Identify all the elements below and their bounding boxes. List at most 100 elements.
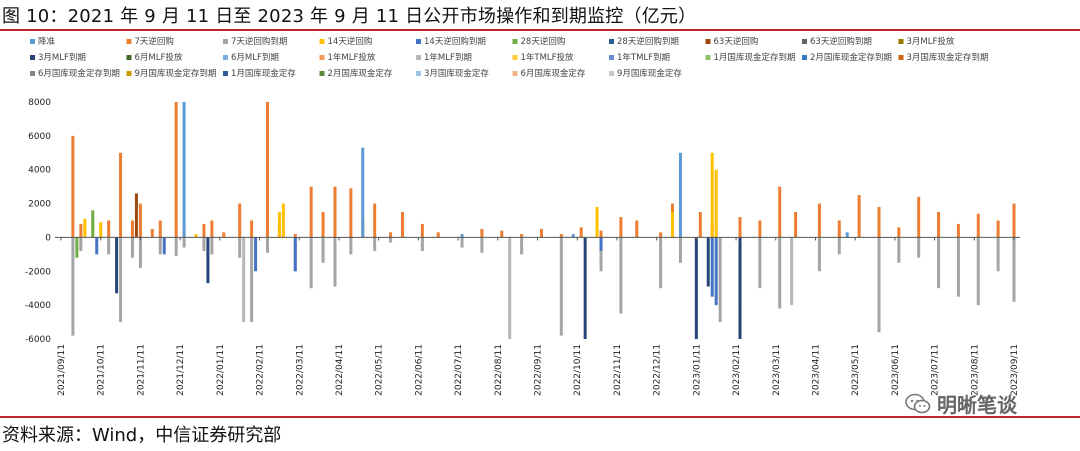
bar-7天逆回购到期 <box>210 237 214 255</box>
bar-7天逆回购到期 <box>321 237 325 263</box>
y-tick-label: 2000 <box>28 200 51 210</box>
x-tick-label: 2022/01/11 <box>216 344 226 396</box>
y-tick-label: -6000 <box>25 335 51 345</box>
bar-7天逆回购 <box>480 228 484 238</box>
x-tick-label: 2022/09/11 <box>534 344 544 396</box>
bar-降准 <box>571 234 575 238</box>
bar-7天逆回购 <box>250 220 254 238</box>
bar-7天逆回购到期 <box>917 237 921 258</box>
legend-swatch <box>223 55 228 60</box>
y-tick-label: 6000 <box>28 132 51 142</box>
bar-7天逆回购到期 <box>107 237 111 255</box>
x-tick-label: 2023/09/11 <box>1010 344 1020 396</box>
legend-entry: 3月MLF到期 <box>38 53 86 63</box>
bar-7天逆回购 <box>1012 203 1016 238</box>
bar-7天逆回购 <box>698 212 702 238</box>
bar-7天逆回购到期 <box>976 237 980 306</box>
bar-7天逆回购到期 <box>79 237 83 251</box>
bar-14天逆回购 <box>277 212 281 238</box>
legend-swatch <box>319 55 325 60</box>
bar-7天逆回购 <box>389 232 393 238</box>
bar-7天逆回购到期 <box>420 237 424 251</box>
bar-7天逆回购 <box>956 223 960 238</box>
legend-swatch <box>126 55 132 60</box>
legend-entry: 1年TMLF到期 <box>617 52 670 63</box>
bar-7天逆回购 <box>400 212 404 238</box>
bar-14天逆回购 <box>83 218 87 238</box>
bar-7天逆回购到期 <box>599 237 603 272</box>
legend-entry: 1年MLF到期 <box>424 52 472 63</box>
bar-7天逆回购 <box>349 188 353 238</box>
bar-7天逆回购 <box>138 203 142 238</box>
bar-7天逆回购 <box>778 186 782 238</box>
legend-entry: 63天逆回购 <box>714 36 759 47</box>
x-tick-label: 2022/04/11 <box>335 344 345 396</box>
bar-14天逆回购 <box>194 234 198 238</box>
legend-entry: 28天逆回购 <box>521 36 566 47</box>
chart: 降准 7天逆回购 7天逆回购到期 14天逆回购 14天逆回购到期 28天逆回购 28天逆回购… <box>25 36 1020 396</box>
bar-14天逆回购 <box>99 222 103 238</box>
bar-7天逆回购到期 <box>138 237 142 268</box>
legend-entry: 9月国库现金定存 <box>617 68 682 79</box>
legend-entry: 6月MLF投放 <box>135 52 183 63</box>
bar-3月MLF到期 <box>206 237 210 284</box>
legend-entry: 7天逆回购到期 <box>231 36 287 47</box>
bar-7天逆回购 <box>599 230 603 238</box>
bar-7天逆回购 <box>976 213 980 238</box>
legend-swatch <box>609 71 614 76</box>
bar-7天逆回购 <box>436 232 440 238</box>
bar-7天逆回购到期 <box>238 237 242 258</box>
legend-swatch <box>30 55 35 60</box>
bar-7天逆回购到期 <box>877 237 881 333</box>
x-tick-label: 2022/08/11 <box>494 344 504 396</box>
bar-14天逆回购到期 <box>714 237 718 306</box>
bar-7天逆回购到期 <box>158 237 162 255</box>
bar-7天逆回购 <box>130 220 134 238</box>
bar-7天逆回购到期 <box>817 237 821 272</box>
legend-swatch <box>319 71 325 76</box>
x-tick-label: 2021/11/11 <box>136 344 146 396</box>
legend-entry: 1月国库现金定存到期 <box>714 52 796 63</box>
legend-entry: 1年TMLF投放 <box>521 52 575 63</box>
bar-28天逆回购 <box>91 210 95 238</box>
legend-entry: 2月国库现金定存 <box>328 68 393 79</box>
x-tick-label: 2023/07/11 <box>931 344 941 396</box>
top-rule <box>0 29 1080 31</box>
bar-7天逆回购到期 <box>659 237 663 289</box>
bar-7天逆回购到期 <box>718 237 722 323</box>
bar-7天逆回购 <box>619 217 623 238</box>
bar-7天逆回购到期 <box>373 237 377 251</box>
bar-7天逆回购 <box>917 196 921 238</box>
bar-7天逆回购 <box>738 217 742 238</box>
legend-entry: 14天逆回购 <box>328 36 373 47</box>
bars <box>71 102 1016 339</box>
bottom-rule <box>0 416 1080 418</box>
legend-swatch <box>512 55 518 60</box>
bar-7天逆回购 <box>559 234 563 238</box>
x-tick-label: 2022/07/11 <box>454 344 464 396</box>
bar-7天逆回购 <box>758 220 762 238</box>
bar-7天逆回购到期 <box>559 237 563 336</box>
bar-7天逆回购 <box>210 220 214 238</box>
bar-7天逆回购 <box>837 220 841 238</box>
legend-entry: 1月国库现金定存 <box>231 68 296 79</box>
x-tick-label: 2021/12/11 <box>176 344 186 396</box>
bar-7天逆回购到期 <box>619 237 623 314</box>
bar-7天逆回购到期 <box>937 237 941 289</box>
bar-7天逆回购 <box>309 186 313 238</box>
bar-7天逆回购 <box>659 232 663 238</box>
bar-7天逆回购到期 <box>1012 237 1016 302</box>
bar-7天逆回购 <box>158 220 162 238</box>
x-tick-label: 2023/05/11 <box>851 344 861 396</box>
legend-swatch <box>30 39 35 44</box>
bar-降准 <box>182 102 186 238</box>
legend-entry: 6月国库现金定存 <box>521 68 586 79</box>
bar-7天逆回购 <box>635 220 639 238</box>
bar-3月MLF到期 <box>115 237 119 294</box>
bar-14天逆回购到期 <box>599 237 603 251</box>
bar-1年MLF到期 <box>790 237 794 306</box>
bar-降准 <box>845 232 849 238</box>
bar-7天逆回购 <box>897 227 901 238</box>
bar-7天逆回购 <box>794 212 798 238</box>
wechat-icon <box>905 393 931 413</box>
